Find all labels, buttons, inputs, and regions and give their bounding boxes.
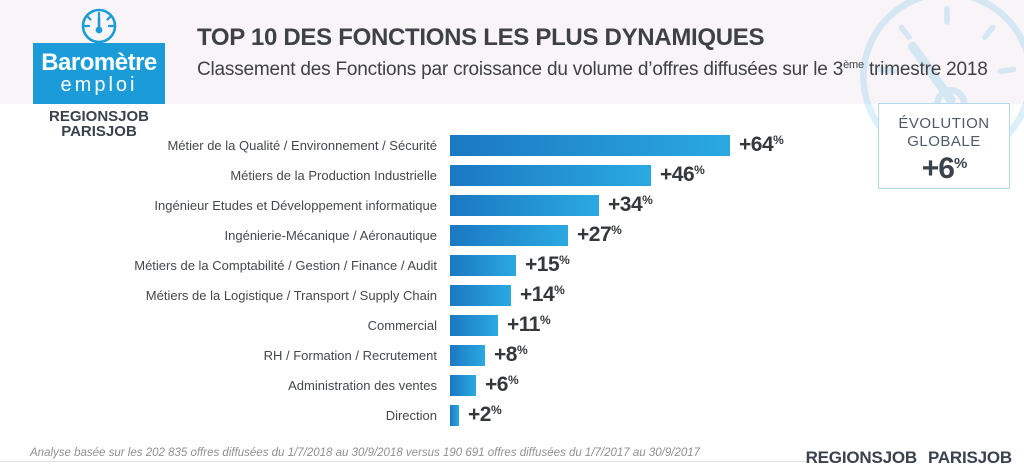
footer-brand-regionsjob: REGIONSJOB	[805, 448, 918, 467]
chart-row: Métiers de la Comptabilité / Gestion / F…	[0, 250, 1024, 280]
bar-value: +8%	[494, 343, 528, 366]
logo-brand-names: REGIONSJOB PARISJOB	[20, 109, 178, 139]
footer-brand-logos: REGIONSJOB PARISJOB	[805, 448, 1013, 468]
bar	[450, 314, 498, 336]
chart-row: Commercial +11%	[0, 310, 1024, 340]
bar-track: +11%	[437, 313, 1024, 337]
bar-track: +64%	[437, 133, 1024, 157]
bar-label: Commercial	[367, 317, 437, 333]
header-band	[0, 0, 1024, 104]
evolution-value: +6%	[879, 152, 1009, 186]
bar-value: +6%	[485, 373, 519, 396]
evolution-globale-box: ÉVOLUTION GLOBALE +6%	[878, 103, 1010, 189]
bar-label: Métiers de la Logistique / Transport / S…	[145, 287, 437, 303]
bar-chart: Métier de la Qualité / Environnement / S…	[0, 130, 1024, 430]
bar	[450, 404, 459, 426]
logo-line2: emploi	[60, 74, 138, 96]
subtitle-superscript: ème	[843, 59, 864, 71]
bar-value: +15%	[525, 253, 570, 276]
chart-row: Métiers de la Production Industrielle +46…	[0, 160, 1024, 190]
bar-track: +6%	[437, 373, 1024, 397]
bar-value: +27%	[577, 223, 622, 246]
barometre-logo-box: Baromètre emploi	[33, 43, 165, 104]
bar-label: Direction	[385, 407, 437, 423]
bar-label: Ingénierie-Mécanique / Aéronautique	[224, 227, 437, 243]
bar-track: +34%	[437, 193, 1024, 217]
chart-row: Métier de la Qualité / Environnement / S…	[0, 130, 1024, 160]
logo-line1: Baromètre	[41, 49, 157, 76]
page-title: TOP 10 DES FONCTIONS LES PLUS DYNAMIQUES	[197, 24, 765, 51]
bar-label: Administration des ventes	[288, 377, 437, 393]
chart-row: RH / Formation / Recrutement +8%	[0, 340, 1024, 370]
bar	[450, 194, 599, 216]
chart-row: Administration des ventes +6%	[0, 370, 1024, 400]
bar-label: Métier de la Qualité / Environnement / S…	[167, 137, 437, 153]
chart-row: Direction +2%	[0, 400, 1024, 430]
footer-note: Analyse basée sur les 202 835 offres dif…	[30, 447, 701, 459]
bar-value: +34%	[608, 193, 653, 216]
footer-divider	[0, 461, 810, 462]
bar-track: +2%	[437, 403, 1024, 427]
page-subtitle: Classement des Fonctions par croissance …	[197, 59, 988, 81]
header-text: TOP 10 DES FONCTIONS LES PLUS DYNAMIQUES…	[197, 24, 988, 81]
bar	[450, 284, 511, 306]
bar	[450, 224, 568, 246]
evolution-value-number: +6	[921, 152, 955, 185]
bar-track: +27%	[437, 223, 1024, 247]
footer-brand-parisjob: PARISJOB	[927, 448, 1012, 467]
bar-label: RH / Formation / Recrutement	[263, 347, 437, 363]
evolution-label-line2: GLOBALE	[907, 133, 981, 150]
bar-value: +64%	[739, 133, 784, 156]
bar	[450, 254, 516, 276]
subtitle-suffix: trimestre 2018	[863, 59, 988, 80]
chart-row: Métiers de la Logistique / Transport / S…	[0, 280, 1024, 310]
bar-track: +15%	[437, 253, 1024, 277]
bar	[450, 374, 476, 396]
evolution-value-unit: %	[953, 155, 967, 172]
logo-brand-parisjob: PARISJOB	[61, 123, 137, 140]
bar-label: Métiers de la Comptabilité / Gestion / F…	[134, 257, 437, 273]
bar-value: +14%	[520, 283, 565, 306]
subtitle-prefix: Classement des Fonctions par croissance …	[197, 59, 844, 80]
bar	[450, 134, 730, 156]
bar-track: +8%	[437, 343, 1024, 367]
evolution-label-line1: ÉVOLUTION	[898, 115, 990, 132]
bar-label: Ingénieur Etudes et Développement inform…	[154, 197, 437, 213]
logo-brand-regionsjob: REGIONSJOB	[48, 108, 150, 125]
barometre-logo: Baromètre emploi REGIONSJOB PARISJOB	[20, 6, 178, 139]
bar-value: +11%	[507, 313, 551, 336]
bar-track: +14%	[437, 283, 1024, 307]
bar-label: Métiers de la Production Industrielle	[230, 167, 437, 183]
evolution-label: ÉVOLUTION GLOBALE	[879, 115, 1009, 151]
bar	[450, 344, 485, 366]
chart-row: Ingénieur Etudes et Développement inform…	[0, 190, 1024, 220]
chart-row: Ingénierie-Mécanique / Aéronautique +27%	[0, 220, 1024, 250]
bar-value: +46%	[660, 163, 705, 186]
bar-value: +2%	[468, 403, 502, 426]
bar-track: +46%	[437, 163, 1024, 187]
barometer-gauge-icon	[81, 8, 117, 44]
bar	[450, 164, 651, 186]
